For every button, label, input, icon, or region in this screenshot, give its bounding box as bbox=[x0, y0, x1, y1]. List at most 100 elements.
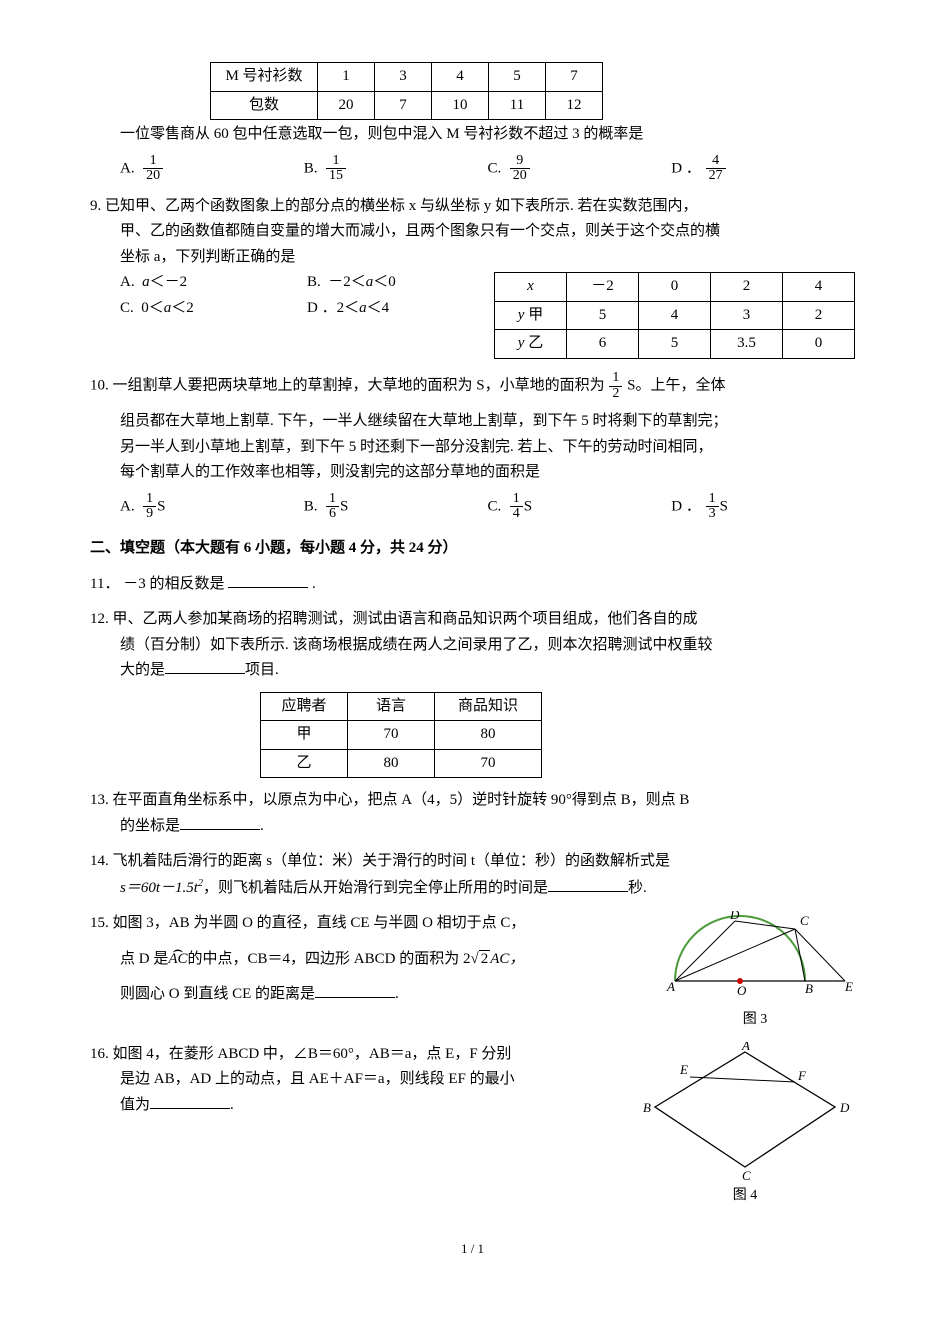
semicircle-diagram: A B C D E O bbox=[655, 911, 855, 1006]
figure-3-label: 图 3 bbox=[655, 1008, 855, 1032]
table-row: M 号衬衫数 1 3 4 5 7 bbox=[211, 63, 603, 92]
table-row: 乙 80 70 bbox=[261, 749, 542, 778]
cell: 5 bbox=[639, 330, 711, 359]
q16: A B C D E F 图 4 16. 如图 4，在菱形 ABCD 中，∠B＝6… bbox=[90, 1042, 855, 1208]
question-number: 11． bbox=[90, 576, 119, 592]
option-a: A. 19S bbox=[120, 492, 304, 522]
cell: 包数 bbox=[211, 91, 318, 120]
cell: 5 bbox=[489, 63, 546, 92]
cell: 12 bbox=[546, 91, 603, 120]
question-number: 9. bbox=[90, 198, 101, 214]
option-d: D ．2＜a＜4 bbox=[307, 296, 494, 322]
question-number: 14. bbox=[90, 853, 109, 869]
cell: 乙 bbox=[261, 749, 348, 778]
answer-blank bbox=[548, 876, 628, 892]
option-b: B. －2＜a＜0 bbox=[307, 270, 494, 296]
answer-blank bbox=[228, 572, 308, 588]
table-row: y 甲 5 4 3 2 bbox=[495, 301, 855, 330]
rhombus-diagram: A B C D E F bbox=[635, 1042, 855, 1182]
answer-blank bbox=[180, 814, 260, 830]
cell: 80 bbox=[435, 721, 542, 750]
option-a: A. 120 bbox=[120, 154, 304, 184]
svg-text:E: E bbox=[679, 1062, 688, 1077]
q9-table-wrap: x －2 0 2 4 y 甲 5 4 3 2 y 乙 6 5 3.5 bbox=[494, 270, 855, 361]
cell: 2 bbox=[711, 273, 783, 302]
q11-text-end: . bbox=[312, 576, 316, 592]
cell: 80 bbox=[348, 749, 435, 778]
cell: y 乙 bbox=[495, 330, 567, 359]
q12-line1: 甲、乙两人参加某商场的招聘测试，测试由语言和商品知识两个项目组成，他们各自的成 bbox=[113, 611, 698, 627]
q10-text2: 组员都在大草地上割草. 下午，一半人继续留在大草地上割草，到下午 5 时将剩下的… bbox=[120, 409, 855, 435]
option-c: C. 0＜a＜2 bbox=[120, 296, 307, 322]
q10-options: A. 19S B. 16S C. 14S D ． 13S bbox=[120, 492, 855, 522]
q9-line3: 坐标 a，下列判断正确的是 bbox=[120, 245, 855, 271]
cell: 20 bbox=[318, 91, 375, 120]
svg-text:F: F bbox=[797, 1068, 807, 1083]
q11: 11． －3 的相反数是 . bbox=[90, 572, 855, 598]
answer-blank bbox=[315, 982, 395, 998]
question-number: 15. bbox=[90, 915, 109, 931]
figure-3: A B C D E O 图 3 bbox=[655, 911, 855, 1032]
q10: 10. 一组割草人要把两块草地上的草割掉，大草地的面积为 S，小草地的面积为 1… bbox=[90, 371, 855, 522]
q13-text-b-wrap: 的坐标是. bbox=[120, 814, 855, 840]
cell: M 号衬衫数 bbox=[211, 63, 318, 92]
question-number: 10. bbox=[90, 378, 109, 394]
cell: 3 bbox=[711, 301, 783, 330]
cell: 甲 bbox=[261, 721, 348, 750]
q16-line1: 如图 4，在菱形 ABCD 中，∠B＝60°，AB＝a，点 E，F 分别 bbox=[113, 1046, 512, 1062]
question-number: 13. bbox=[90, 792, 109, 808]
figure-4-label: 图 4 bbox=[635, 1184, 855, 1208]
q9-line1: 已知甲、乙两个函数图象上的部分点的横坐标 x 与纵坐标 y 如下表所示. 若在实… bbox=[105, 198, 698, 214]
q9-line2: 甲、乙的函数值都随自变量的增大而减小，且两个图象只有一个交点，则关于这个交点的横 bbox=[120, 219, 855, 245]
option-b: B. 115 bbox=[304, 154, 488, 184]
cell: 4 bbox=[432, 63, 489, 92]
svg-text:D: D bbox=[729, 911, 740, 922]
table-row: 甲 70 80 bbox=[261, 721, 542, 750]
q12-line3: 大的是项目. bbox=[120, 658, 855, 684]
cell: 1 bbox=[318, 63, 375, 92]
option-d: D ． 13S bbox=[671, 492, 855, 522]
fraction: 120 bbox=[143, 154, 163, 184]
cell: 10 bbox=[432, 91, 489, 120]
answer-blank bbox=[165, 658, 245, 674]
svg-text:A: A bbox=[741, 1042, 750, 1053]
cell: 3.5 bbox=[711, 330, 783, 359]
svg-text:C: C bbox=[742, 1168, 751, 1182]
cell: 语言 bbox=[348, 692, 435, 721]
question-number: 12. bbox=[90, 611, 109, 627]
option-d: D ． 427 bbox=[671, 154, 855, 184]
cell: 5 bbox=[567, 301, 639, 330]
q13-text-a: 在平面直角坐标系中，以原点为中心，把点 A（4，5）逆时针旋转 90°得到点 B… bbox=[113, 792, 690, 808]
option-c: C. 14S bbox=[488, 492, 672, 522]
svg-text:C: C bbox=[800, 913, 809, 928]
cell: 0 bbox=[639, 273, 711, 302]
cell: y 甲 bbox=[495, 301, 567, 330]
cell: 0 bbox=[783, 330, 855, 359]
q14-formula: s＝60t－1.5t2 bbox=[120, 880, 203, 896]
q10-text4: 每个割草人的工作效率也相等，则没割完的这部分草地的面积是 bbox=[120, 460, 855, 486]
q14: 14. 飞机着陆后滑行的距离 s（单位：米）关于滑行的时间 t（单位：秒）的函数… bbox=[90, 849, 855, 901]
figure-4: A B C D E F 图 4 bbox=[635, 1042, 855, 1208]
svg-text:D: D bbox=[839, 1100, 850, 1115]
q14-text-a: 飞机着陆后滑行的距离 s（单位：米）关于滑行的时间 t（单位：秒）的函数解析式是 bbox=[113, 853, 671, 869]
option-a: A. aa＜－2＜－2 bbox=[120, 270, 307, 296]
fraction: 427 bbox=[706, 154, 726, 184]
table-row: 应聘者 语言 商品知识 bbox=[261, 692, 542, 721]
q8-options: A. 120 B. 115 C. 920 D ． 427 bbox=[120, 154, 855, 184]
q11-text: －3 的相反数是 bbox=[123, 576, 224, 592]
svg-text:E: E bbox=[844, 979, 853, 994]
q15-line1: 如图 3，AB 为半圆 O 的直径，直线 CE 与半圆 O 相切于点 C， bbox=[113, 915, 526, 931]
fraction: 19 bbox=[143, 492, 156, 522]
cell: 2 bbox=[783, 301, 855, 330]
q12-table: 应聘者 语言 商品知识 甲 70 80 乙 80 70 bbox=[260, 692, 542, 779]
cell: 商品知识 bbox=[435, 692, 542, 721]
cell: 7 bbox=[375, 91, 432, 120]
cell: 4 bbox=[639, 301, 711, 330]
cell: 70 bbox=[348, 721, 435, 750]
svg-text:A: A bbox=[666, 979, 675, 994]
section-2-title: 二、填空题（本大题有 6 小题，每小题 4 分，共 24 分） bbox=[90, 536, 855, 562]
cell: 7 bbox=[546, 63, 603, 92]
cell: 11 bbox=[489, 91, 546, 120]
table-row: 包数 20 7 10 11 12 bbox=[211, 91, 603, 120]
q8-tail-text: 一位零售商从 60 包中任意选取一包，则包中混入 M 号衬衫数不超过 3 的概率… bbox=[120, 122, 855, 148]
